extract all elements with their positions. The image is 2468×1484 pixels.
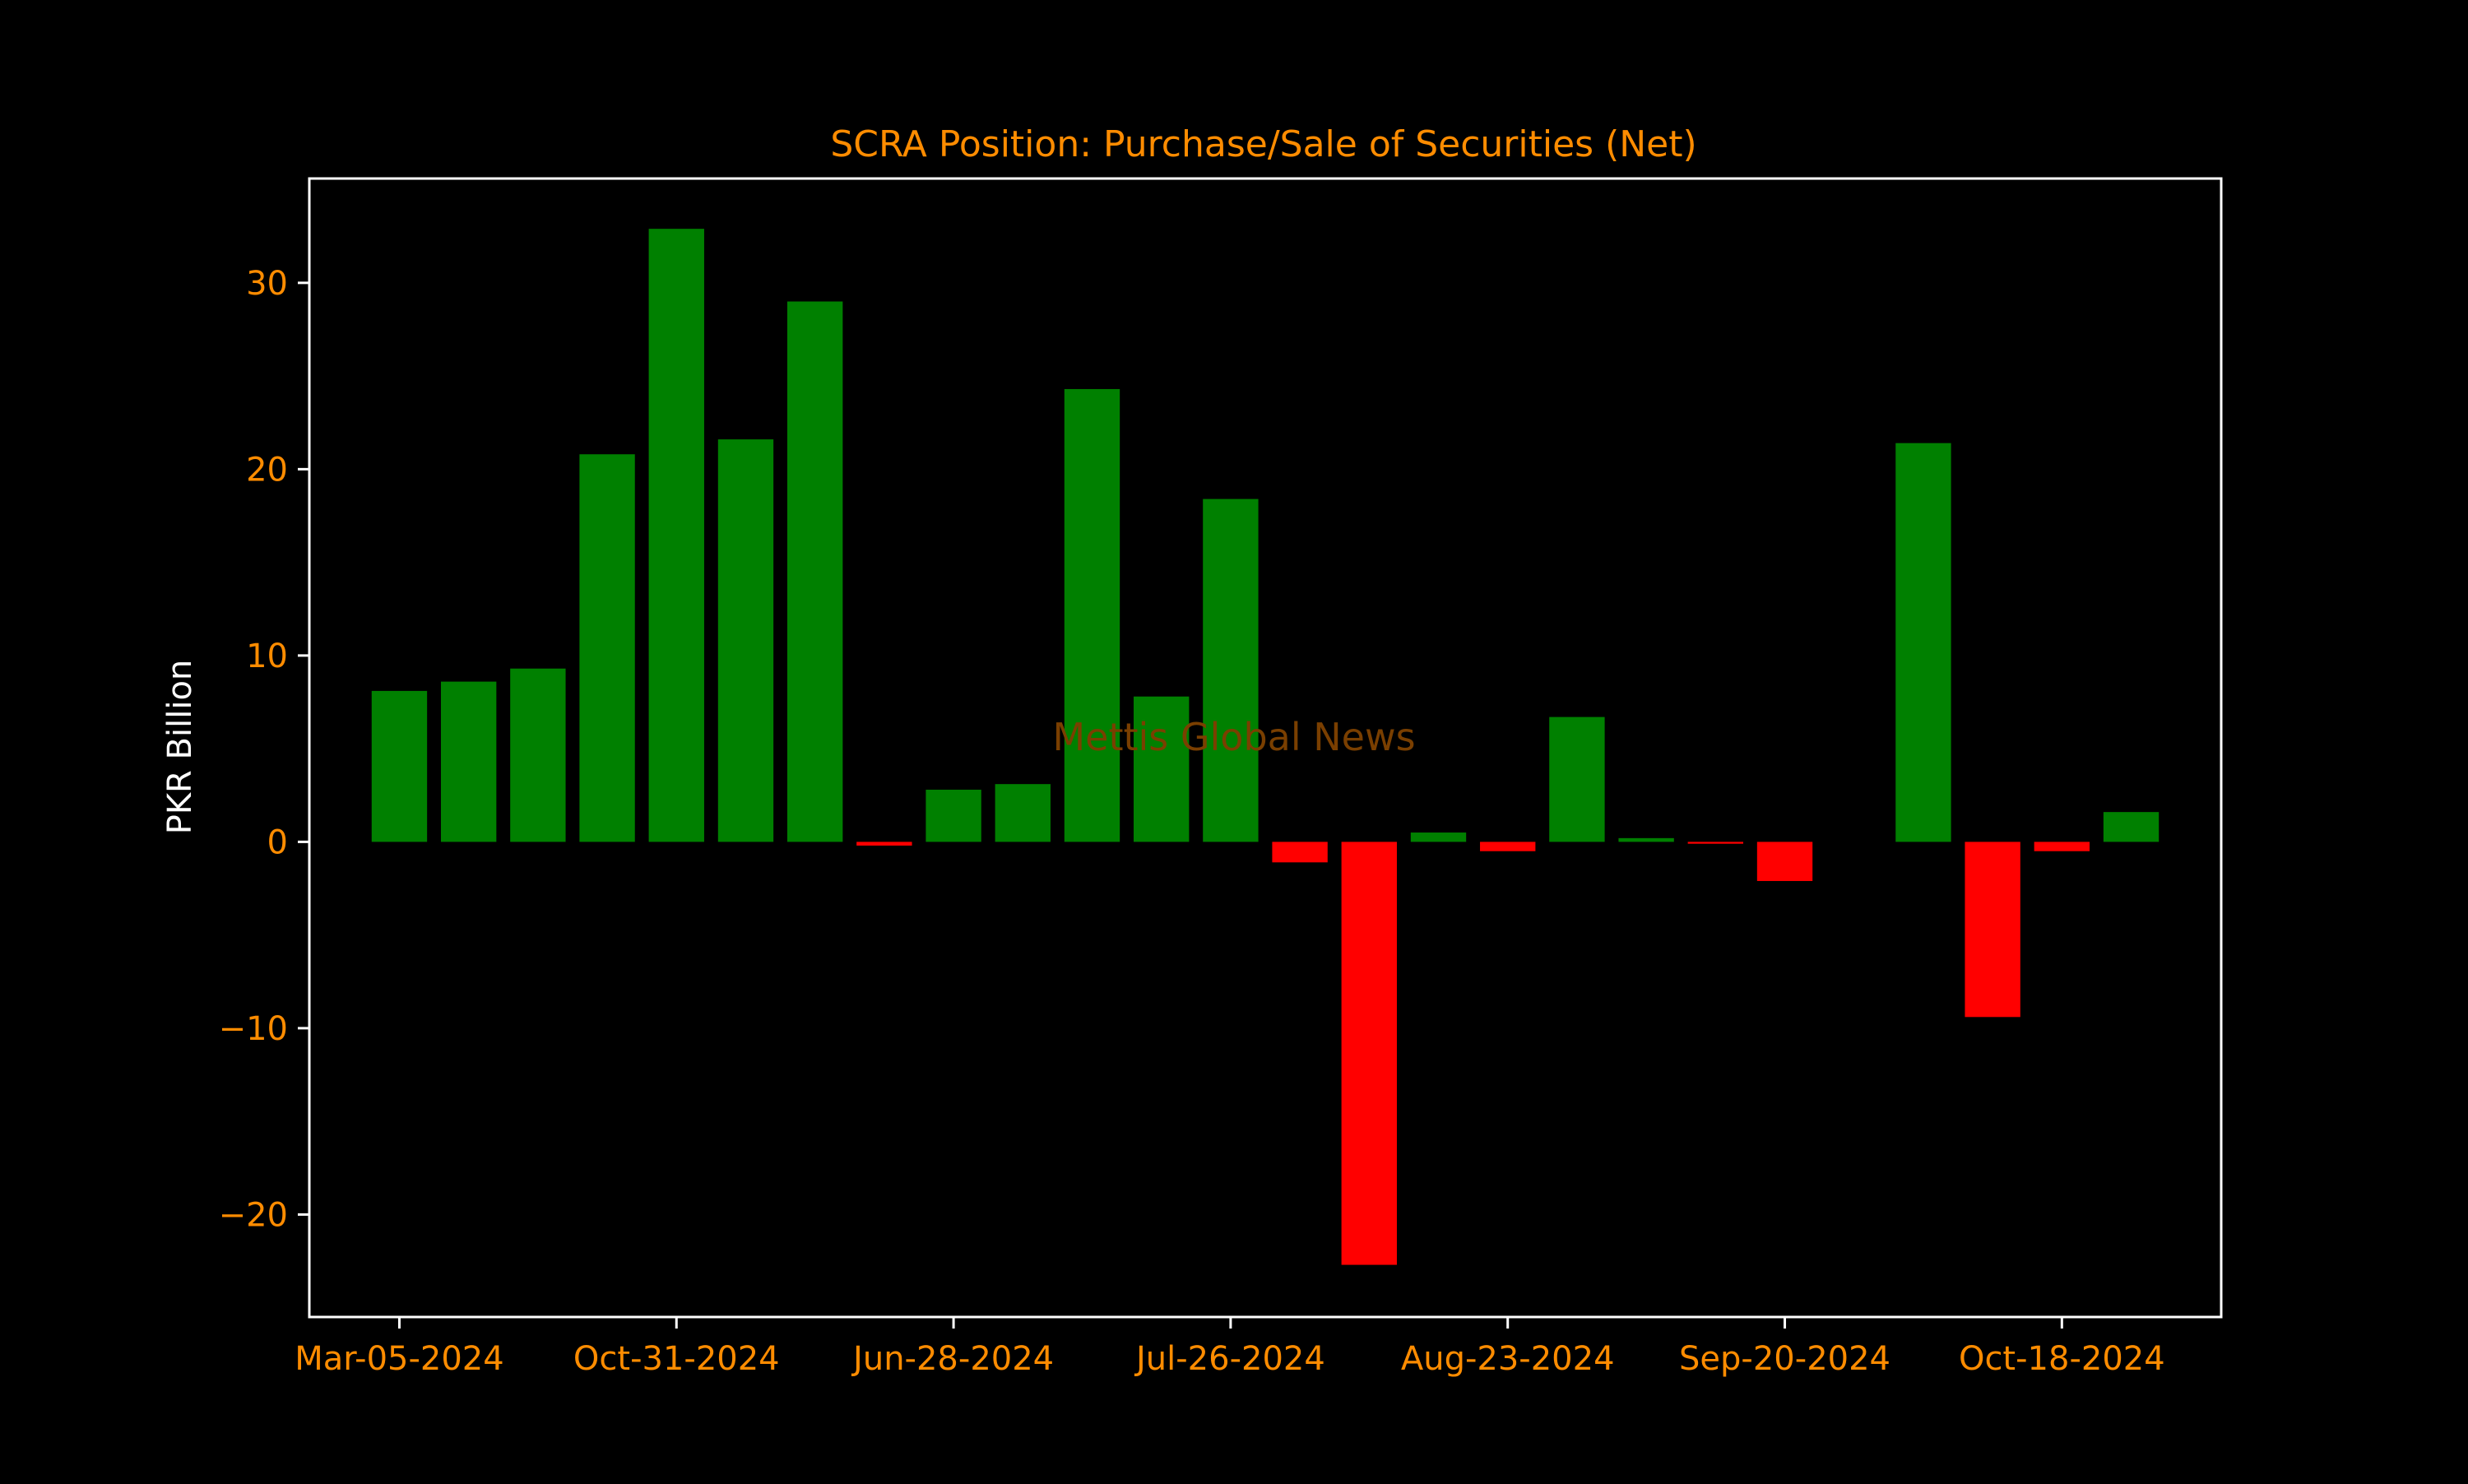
y-axis-label: PKR Billion bbox=[161, 660, 199, 835]
bar bbox=[1549, 716, 1605, 842]
bar bbox=[856, 842, 912, 846]
bar bbox=[1410, 832, 1467, 842]
y-tick-label: 0 bbox=[267, 823, 288, 861]
bar bbox=[2103, 812, 2160, 842]
x-tick-label: Mar-05-2024 bbox=[295, 1340, 503, 1378]
x-tick-label: Sep-20-2024 bbox=[1679, 1340, 1890, 1378]
y-tick-label: 30 bbox=[246, 265, 288, 303]
bar bbox=[1756, 842, 1813, 881]
y-axis: −20 −10 0 10 20 30 bbox=[219, 265, 309, 1234]
bar bbox=[1965, 842, 2020, 1018]
chart-title: SCRA Position: Purchase/Sale of Securiti… bbox=[830, 123, 1696, 165]
plot-frame bbox=[308, 177, 2223, 1319]
bar bbox=[787, 301, 843, 842]
bar bbox=[1064, 388, 1120, 842]
x-tick-label: Oct-31-2024 bbox=[573, 1340, 780, 1378]
x-tick-label: Jun-28-2024 bbox=[851, 1340, 1054, 1378]
watermark-text: Mettis Global News bbox=[1052, 715, 1415, 759]
bar bbox=[648, 229, 704, 842]
bar bbox=[1895, 443, 1951, 842]
bar bbox=[1341, 842, 1397, 1265]
bar bbox=[440, 681, 497, 842]
bar bbox=[1203, 499, 1259, 842]
y-tick-label: −20 bbox=[219, 1196, 288, 1234]
bar bbox=[1134, 696, 1190, 842]
x-axis: Mar-05-2024 Oct-31-2024 Jun-28-2024 Jul-26-… bbox=[295, 1317, 2165, 1378]
bar bbox=[579, 454, 635, 842]
bar bbox=[1272, 842, 1328, 863]
x-tick-label: Oct-18-2024 bbox=[1959, 1340, 2165, 1378]
bar bbox=[2034, 842, 2090, 851]
bar bbox=[717, 439, 774, 842]
y-tick-label: 10 bbox=[246, 638, 288, 675]
bar bbox=[1687, 842, 1743, 844]
x-tick-label: Jul-26-2024 bbox=[1134, 1340, 1325, 1378]
bar bbox=[995, 784, 1051, 842]
bar bbox=[926, 789, 981, 842]
bar bbox=[371, 690, 428, 842]
bar bbox=[1480, 842, 1536, 851]
bars-layer bbox=[371, 229, 2160, 1265]
bar bbox=[1618, 837, 1674, 842]
y-tick-label: −10 bbox=[219, 1010, 288, 1048]
bar bbox=[510, 668, 566, 842]
y-tick-label: 20 bbox=[246, 451, 288, 489]
x-tick-label: Aug-23-2024 bbox=[1401, 1340, 1615, 1378]
